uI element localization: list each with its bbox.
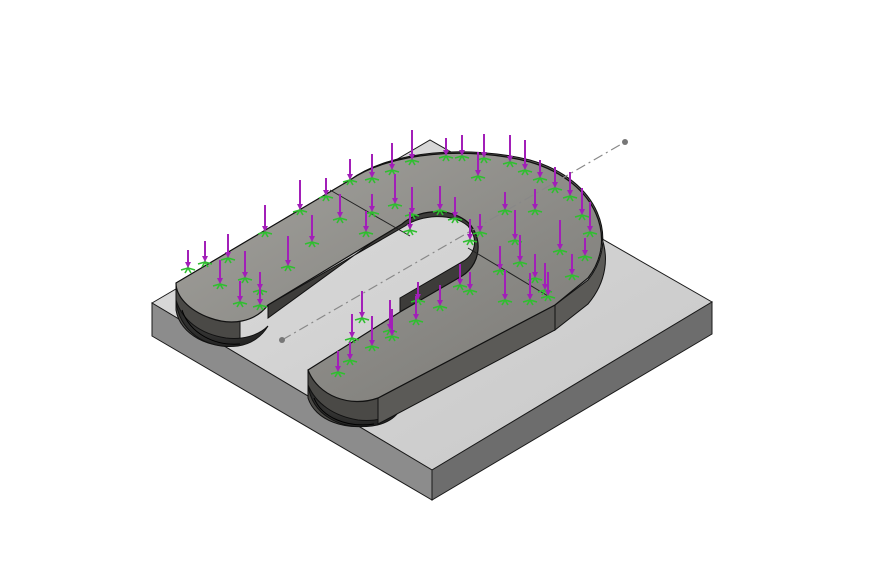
force-arrow-icon[interactable]	[532, 189, 538, 210]
force-arrow-icon[interactable]	[369, 154, 375, 178]
force-arrow-icon[interactable]	[481, 134, 487, 158]
force-arrow-icon[interactable]	[237, 281, 243, 302]
force-arrow-icon[interactable]	[217, 260, 223, 284]
force-arrow-icon[interactable]	[185, 250, 191, 268]
force-arrow-icon[interactable]	[579, 188, 585, 215]
force-arrow-icon[interactable]	[297, 180, 303, 210]
force-arrow-icon[interactable]	[452, 197, 458, 218]
force-arrow-icon[interactable]	[569, 254, 575, 275]
force-arrow-icon[interactable]	[257, 275, 263, 305]
fixture-symbol-icon[interactable]	[197, 258, 213, 268]
force-arrow-icon[interactable]	[349, 314, 355, 338]
force-arrow-icon[interactable]	[537, 160, 543, 178]
force-arrow-icon[interactable]	[527, 273, 533, 300]
force-arrow-icon[interactable]	[517, 235, 523, 262]
fixture-symbol-icon[interactable]	[470, 172, 486, 182]
force-arrow-icon[interactable]	[225, 234, 231, 258]
fixture-symbol-icon[interactable]	[472, 228, 488, 238]
force-arrow-icon[interactable]	[542, 263, 548, 290]
fixture-symbol-icon[interactable]	[454, 152, 470, 162]
force-arrows[interactable]	[185, 130, 593, 372]
force-arrow-icon[interactable]	[407, 212, 413, 230]
fixture-symbol-icon[interactable]	[304, 238, 320, 248]
fixture-symbol-icon[interactable]	[462, 286, 478, 296]
force-arrow-icon[interactable]	[285, 236, 291, 266]
force-arrow-icon[interactable]	[369, 194, 375, 212]
force-arrow-icon[interactable]	[347, 159, 353, 180]
force-arrow-icon[interactable]	[437, 285, 443, 306]
axis-line[interactable]	[279, 139, 628, 343]
fixture-symbol-icon[interactable]	[404, 156, 420, 166]
force-arrow-icon[interactable]	[477, 214, 483, 232]
force-arrow-icon[interactable]	[437, 186, 443, 210]
force-arrow-icon[interactable]	[335, 351, 341, 372]
force-arrow-icon[interactable]	[457, 264, 463, 285]
force-arrow-icon[interactable]	[389, 309, 395, 336]
force-arrow-icon[interactable]	[409, 187, 415, 214]
force-arrow-icon[interactable]	[389, 143, 395, 170]
force-arrow-icon[interactable]	[363, 211, 369, 232]
force-arrow-icon[interactable]	[242, 251, 248, 278]
force-arrow-icon[interactable]	[415, 282, 421, 300]
force-arrow-icon[interactable]	[392, 174, 398, 204]
force-arrow-icon[interactable]	[347, 342, 353, 360]
force-arrow-icon[interactable]	[443, 138, 449, 156]
force-arrow-icon[interactable]	[557, 220, 563, 250]
force-arrow-icon[interactable]	[413, 296, 419, 320]
force-arrow-icon[interactable]	[502, 192, 508, 210]
force-arrow-icon[interactable]	[512, 210, 518, 240]
force-arrow-icon[interactable]	[467, 219, 473, 240]
force-arrow-icon[interactable]	[545, 272, 551, 296]
force-arrow-icon[interactable]	[359, 291, 365, 318]
force-arrow-icon[interactable]	[582, 238, 588, 256]
fixture-symbol-icon[interactable]	[577, 252, 593, 262]
force-arrow-icon[interactable]	[323, 178, 329, 196]
force-arrow-icon[interactable]	[369, 316, 375, 346]
left-leg-end-cap[interactable]	[175, 299, 269, 347]
fixture-symbol-icon[interactable]	[452, 281, 468, 291]
force-arrow-icon[interactable]	[567, 172, 573, 196]
base-plate-side-face[interactable]	[431, 301, 713, 501]
force-arrow-icon[interactable]	[497, 246, 503, 270]
force-arrow-icon[interactable]	[467, 272, 473, 290]
force-arrow-icon[interactable]	[507, 135, 513, 162]
axis-end-point[interactable]	[622, 139, 628, 145]
force-arrow-icon[interactable]	[502, 270, 508, 300]
force-arrow-icon[interactable]	[309, 215, 315, 242]
horseshoe-top-face[interactable]	[175, 152, 603, 403]
force-arrow-icon[interactable]	[262, 205, 268, 232]
force-arrow-icon[interactable]	[532, 254, 538, 278]
fixture-symbol-icon[interactable]	[232, 298, 248, 308]
axis-start-point[interactable]	[279, 337, 285, 343]
force-arrow-icon[interactable]	[459, 135, 465, 156]
fixture-symbol-icon[interactable]	[564, 271, 580, 281]
force-arrow-icon[interactable]	[475, 152, 481, 176]
force-arrow-icon[interactable]	[337, 194, 343, 218]
force-arrow-icon[interactable]	[522, 140, 528, 170]
force-arrow-icon[interactable]	[587, 202, 593, 232]
force-arrow-icon[interactable]	[552, 167, 558, 188]
force-arrow-icon[interactable]	[387, 300, 393, 330]
force-arrow-icon[interactable]	[202, 241, 208, 262]
force-arrow-icon[interactable]	[409, 130, 415, 160]
